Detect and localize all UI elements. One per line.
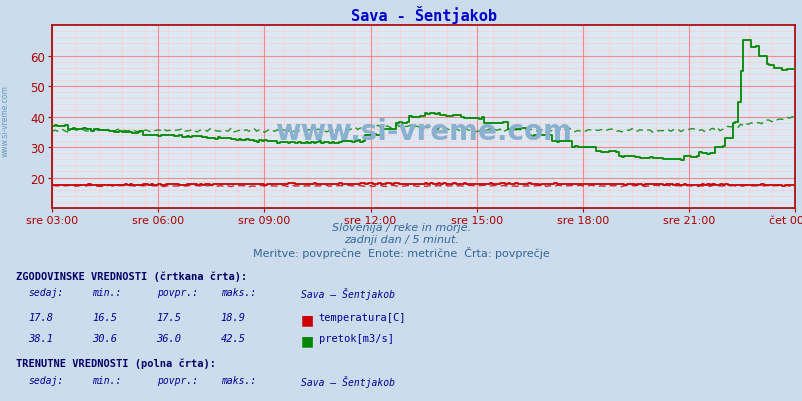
Text: maks.:: maks.: bbox=[221, 375, 256, 385]
Text: ■: ■ bbox=[301, 333, 314, 347]
Text: www.si-vreme.com: www.si-vreme.com bbox=[275, 118, 571, 146]
Text: 42.5: 42.5 bbox=[221, 333, 245, 343]
Text: 19.3: 19.3 bbox=[221, 400, 245, 401]
Text: 16.5: 16.5 bbox=[92, 312, 117, 322]
Text: zadnji dan / 5 minut.: zadnji dan / 5 minut. bbox=[343, 235, 459, 245]
Text: 18.9: 18.9 bbox=[221, 312, 245, 322]
Text: TRENUTNE VREDNOSTI (polna črta):: TRENUTNE VREDNOSTI (polna črta): bbox=[16, 358, 216, 369]
Text: 17.5: 17.5 bbox=[156, 312, 181, 322]
Text: 17.8: 17.8 bbox=[28, 312, 53, 322]
Text: ■: ■ bbox=[301, 400, 314, 401]
Text: sedaj:: sedaj: bbox=[28, 288, 63, 298]
Text: Sava – Šentjakob: Sava – Šentjakob bbox=[301, 288, 395, 300]
Text: 30.6: 30.6 bbox=[92, 333, 117, 343]
Text: 16.3: 16.3 bbox=[92, 400, 117, 401]
Text: 18.5: 18.5 bbox=[28, 400, 53, 401]
Text: min.:: min.: bbox=[92, 288, 122, 298]
Text: pretok[m3/s]: pretok[m3/s] bbox=[318, 333, 393, 343]
Text: min.:: min.: bbox=[92, 375, 122, 385]
Text: temperatura[C]: temperatura[C] bbox=[318, 312, 406, 322]
Text: Slovenija / reke in morje.: Slovenija / reke in morje. bbox=[331, 223, 471, 233]
Text: maks.:: maks.: bbox=[221, 288, 256, 298]
Text: 36.0: 36.0 bbox=[156, 333, 181, 343]
Text: ■: ■ bbox=[301, 312, 314, 326]
Text: povpr.:: povpr.: bbox=[156, 288, 197, 298]
Text: Meritve: povprečne  Enote: metrične  Črta: povprečje: Meritve: povprečne Enote: metrične Črta:… bbox=[253, 247, 549, 259]
Text: ZGODOVINSKE VREDNOSTI (črtkana črta):: ZGODOVINSKE VREDNOSTI (črtkana črta): bbox=[16, 271, 247, 281]
Title: Sava - Šentjakob: Sava - Šentjakob bbox=[350, 6, 496, 24]
Text: temperatura[C]: temperatura[C] bbox=[318, 400, 406, 401]
Text: 17.7: 17.7 bbox=[156, 400, 181, 401]
Text: www.si-vreme.com: www.si-vreme.com bbox=[1, 85, 10, 156]
Text: sedaj:: sedaj: bbox=[28, 375, 63, 385]
Text: 38.1: 38.1 bbox=[28, 333, 53, 343]
Text: povpr.:: povpr.: bbox=[156, 375, 197, 385]
Text: Sava – Šentjakob: Sava – Šentjakob bbox=[301, 375, 395, 387]
